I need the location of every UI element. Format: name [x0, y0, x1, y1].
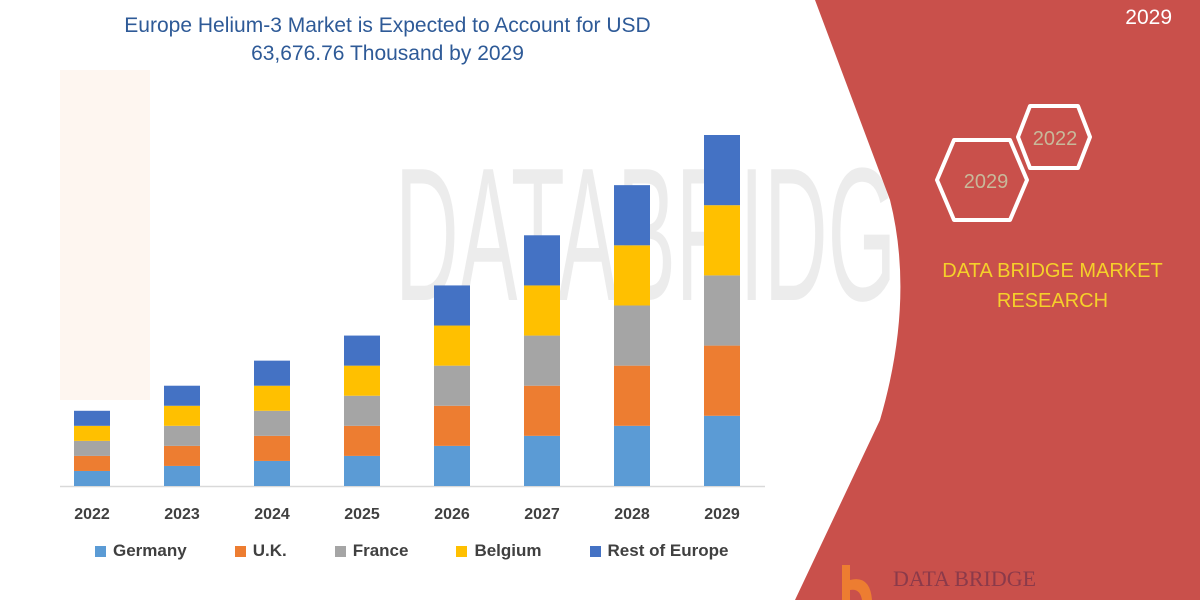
bar-segment-belgium-2027 [524, 285, 560, 336]
title-line-2: 63,676.76 Thousand by 2029 [251, 42, 524, 65]
bar-segment-u-k--2026 [434, 405, 470, 446]
legend-swatch [589, 545, 601, 557]
bar-segment-belgium-2025 [344, 365, 380, 396]
x-tick-label-2022: 2022 [74, 506, 110, 523]
bar-segment-rest-of-europe-2026 [434, 285, 470, 326]
bar-segment-rest-of-europe-2024 [254, 360, 290, 386]
bar-segment-germany-2029 [704, 415, 740, 486]
bar-segment-u-k--2024 [254, 435, 290, 461]
x-tick-label-2023: 2023 [164, 506, 200, 523]
bar-segment-france-2029 [704, 275, 740, 346]
hexagon-2022 [1016, 104, 1092, 170]
logo-text: DATA BRIDGE [893, 566, 1037, 591]
bar-segment-u-k--2029 [704, 345, 740, 416]
bar-segment-france-2028 [614, 305, 650, 366]
x-tick-labels: 2022 2023 2024 2025 2026 2027 2028 2029 [74, 506, 740, 523]
bar-segment-germany-2025 [344, 455, 380, 486]
bar-segment-u-k--2023 [164, 445, 200, 466]
bar-segment-germany-2023 [164, 465, 200, 486]
bar-segment-u-k--2025 [344, 425, 380, 456]
bar-segment-france-2025 [344, 395, 380, 426]
hexagon-2022-label: 2022 [1033, 128, 1078, 150]
bar-segment-belgium-2022 [74, 425, 110, 441]
logo-icon [842, 565, 872, 600]
bar-segment-france-2027 [524, 335, 560, 386]
legend: Germany U.K. France Belgium Rest of Euro… [95, 541, 776, 561]
legend-item-germany: Germany [95, 541, 187, 561]
legend-item-uk: U.K. [234, 541, 287, 561]
bar-segment-u-k--2027 [524, 385, 560, 436]
bar-segment-belgium-2024 [254, 385, 290, 411]
x-tick-label-2024: 2024 [254, 506, 290, 523]
x-tick-label-2026: 2026 [434, 506, 470, 523]
legend-label: Belgium [474, 541, 542, 560]
x-tick-label-2025: 2025 [344, 506, 380, 523]
chart-title: Europe Helium-3 Market is Expected to Ac… [60, 12, 715, 68]
bar-segment-germany-2027 [524, 435, 560, 486]
bar-segment-belgium-2029 [704, 205, 740, 276]
x-tick-label-2029: 2029 [704, 506, 740, 523]
bar-segment-france-2026 [434, 365, 470, 406]
panel-year-text: 2029 [1125, 6, 1172, 29]
bar-segment-belgium-2023 [164, 405, 200, 426]
bar-segment-germany-2026 [434, 445, 470, 486]
x-tick-label-2027: 2027 [524, 506, 560, 523]
bar-segment-rest-of-europe-2022 [74, 410, 110, 426]
bar-segment-belgium-2026 [434, 325, 470, 366]
bar-segment-rest-of-europe-2023 [164, 385, 200, 406]
bar-segment-germany-2028 [614, 425, 650, 486]
bars [74, 135, 740, 486]
legend-item-france: France [334, 541, 409, 561]
watermark: DATABRIDGE [60, 70, 955, 400]
bar-segment-rest-of-europe-2027 [524, 235, 560, 286]
bar-segment-germany-2022 [74, 470, 110, 486]
legend-label: France [352, 541, 409, 560]
legend-swatch [234, 545, 246, 557]
red-panel [795, 0, 1200, 600]
bar-segment-france-2023 [164, 425, 200, 446]
legend-label: Rest of Europe [607, 541, 729, 560]
brand-name: DATA BRIDGE MARKET RESEARCH [942, 260, 1163, 312]
legend-item-rest-of-europe: Rest of Europe [589, 541, 729, 561]
legend-item-belgium: Belgium [456, 541, 542, 561]
legend-swatch [456, 545, 468, 557]
hexagon-2029 [935, 138, 1029, 222]
bar-segment-rest-of-europe-2029 [704, 135, 740, 206]
legend-label: Germany [113, 541, 187, 560]
svg-text:DATABRIDGE: DATABRIDGE [395, 129, 955, 341]
bar-segment-rest-of-europe-2025 [344, 335, 380, 366]
legend-swatch [334, 545, 346, 557]
bar-segment-rest-of-europe-2028 [614, 185, 650, 246]
bar-segment-u-k--2022 [74, 455, 110, 471]
bar-segment-belgium-2028 [614, 245, 650, 306]
legend-swatch [95, 545, 106, 557]
title-line-1: Europe Helium-3 Market is Expected to Ac… [124, 14, 651, 37]
bar-segment-france-2024 [254, 410, 290, 436]
bar-segment-u-k--2028 [614, 365, 650, 426]
bar-segment-germany-2024 [254, 460, 290, 486]
hexagon-2029-label: 2029 [964, 171, 1009, 193]
x-tick-label-2028: 2028 [614, 506, 650, 523]
bar-segment-france-2022 [74, 440, 110, 456]
legend-label: U.K. [252, 541, 287, 560]
